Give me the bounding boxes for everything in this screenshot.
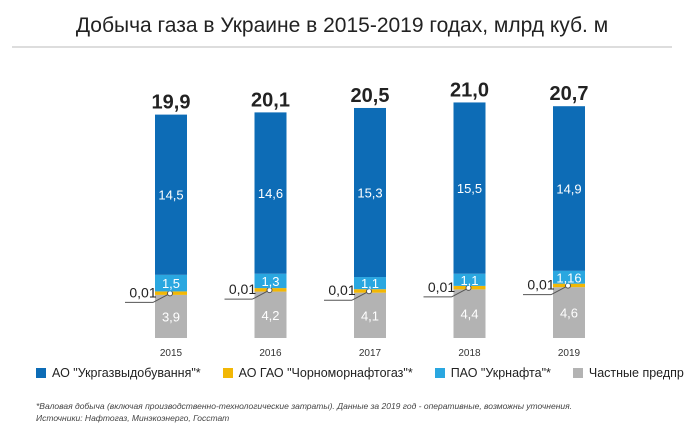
data-label: 14,5 <box>158 188 183 203</box>
bar-segment <box>453 289 486 338</box>
x-tick-label: 2018 <box>458 348 481 359</box>
bar-segment <box>254 112 287 274</box>
legend: АО "Укргазвыдобування"* АО ГАО "Чорноморн… <box>36 366 684 381</box>
legend-label: АО ГАО "Чорноморнафтогаз"* <box>238 366 413 380</box>
label-leader-line <box>152 292 171 303</box>
label-marker <box>167 290 173 297</box>
legend-label: ПАО "Укрнафта"* <box>450 366 551 380</box>
title-divider <box>12 46 672 48</box>
legend-swatch <box>222 368 233 378</box>
bar-segment <box>354 277 386 290</box>
label-leader-line <box>451 287 469 298</box>
label-leader-line <box>351 290 370 301</box>
data-label: 0,01 <box>428 279 455 295</box>
stacked-bar-chart: 3,9 0,01 1,5 14,5 19,9 2015 4,2 0,01 1,3 14,6 20,1… <box>125 79 589 359</box>
total-label: 20,7 <box>550 83 589 105</box>
x-tick-label: 2015 <box>160 348 183 359</box>
legend-item: АО ГАО "Чорноморнафтогаз"* <box>222 366 413 380</box>
legend-item: Частные предприятия <box>572 366 684 380</box>
legend-label: АО "Укргазвыдобування"* <box>52 366 201 380</box>
bar-segment <box>453 102 486 274</box>
sources: Источники: Нафтогаз, Минэкоэнерго, Госст… <box>36 413 230 423</box>
data-label: 14,6 <box>258 186 283 201</box>
x-tick-label: 2017 <box>359 348 382 359</box>
footnote: *Валовая добыча (включая производственно… <box>36 401 572 411</box>
data-label: 1,1 <box>361 276 379 291</box>
bar-segment <box>453 273 486 286</box>
bar-segment <box>553 106 585 271</box>
legend-label: Частные предприятия <box>588 366 684 380</box>
data-label: 1,1 <box>460 273 478 288</box>
total-label: 19,9 <box>152 92 191 114</box>
data-label: 15,3 <box>357 186 382 201</box>
label-leader-line <box>550 285 569 296</box>
data-label: 4,1 <box>361 308 379 323</box>
label-leader-line <box>252 289 270 300</box>
data-label: 1,5 <box>162 276 180 291</box>
bar-segment <box>354 107 386 278</box>
x-tick-label: 2019 <box>558 348 581 359</box>
data-label: 1,3 <box>261 274 279 289</box>
bar-segment <box>254 273 287 289</box>
data-label: 0,01 <box>129 284 156 300</box>
legend-swatch <box>572 368 583 378</box>
notes: *Валовая добыча (включая производственно… <box>36 400 572 424</box>
legend-item: АО "Укргазвыдобування"* <box>36 366 201 380</box>
bar-segment <box>354 292 386 338</box>
data-label: 1,16 <box>556 270 581 285</box>
total-label: 20,1 <box>251 89 290 111</box>
legend-swatch <box>36 368 46 378</box>
bar-segment <box>553 287 585 338</box>
chart-title: Добыча газа в Украине в 2015-2019 годах,… <box>75 14 609 37</box>
total-label: 20,5 <box>351 85 390 107</box>
data-label: 0,01 <box>527 277 554 293</box>
bar-segment <box>553 270 585 284</box>
data-label: 14,9 <box>556 182 581 197</box>
bar-segment <box>155 114 187 275</box>
bar-segment <box>155 294 187 338</box>
data-label: 3,9 <box>162 309 180 324</box>
legend-item: ПАО "Укрнафта"* <box>434 366 551 380</box>
data-label: 0,01 <box>229 281 256 297</box>
bar-segment <box>254 291 287 338</box>
bar-segment <box>155 274 187 292</box>
data-label: 0,01 <box>328 282 355 298</box>
data-label: 4,4 <box>460 307 478 322</box>
data-label: 15,5 <box>457 181 482 196</box>
data-label: 4,2 <box>261 308 279 323</box>
data-label: 4,6 <box>560 306 578 321</box>
total-label: 21,0 <box>450 79 489 101</box>
legend-swatch <box>434 368 445 378</box>
x-tick-label: 2016 <box>259 348 282 359</box>
